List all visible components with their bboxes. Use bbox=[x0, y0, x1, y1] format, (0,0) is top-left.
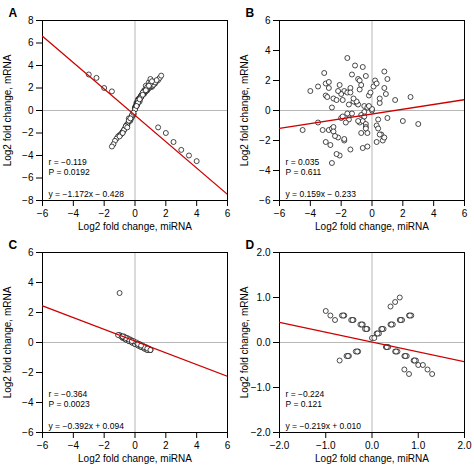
svg-text:−4: −4 bbox=[259, 165, 271, 176]
svg-text:6: 6 bbox=[265, 15, 271, 26]
svg-text:6: 6 bbox=[225, 440, 231, 451]
svg-text:6: 6 bbox=[28, 247, 34, 258]
svg-text:C: C bbox=[9, 238, 18, 252]
svg-text:Log2 fold change, mRNA: Log2 fold change, mRNA bbox=[2, 54, 13, 166]
svg-text:−6: −6 bbox=[259, 195, 271, 206]
svg-text:−6: −6 bbox=[22, 172, 34, 183]
svg-text:0: 0 bbox=[132, 440, 138, 451]
svg-text:8: 8 bbox=[28, 15, 34, 26]
svg-text:Log2 fold change, miRNA: Log2 fold change, miRNA bbox=[78, 453, 192, 464]
svg-text:−6: −6 bbox=[274, 208, 286, 219]
svg-text:Log2 fold change, mRNA: Log2 fold change, mRNA bbox=[239, 286, 250, 398]
svg-text:−8: −8 bbox=[22, 195, 34, 206]
svg-text:−6: −6 bbox=[37, 208, 49, 219]
svg-text:0: 0 bbox=[28, 337, 34, 348]
svg-text:2.0: 2.0 bbox=[458, 440, 472, 451]
svg-text:−2: −2 bbox=[259, 135, 271, 146]
svg-text:−2.0: −2.0 bbox=[270, 440, 290, 451]
svg-text:4: 4 bbox=[28, 277, 34, 288]
svg-text:r = −0.364P = 0.0023y = −0.392: r = −0.364P = 0.0023y = −0.392x + 0.094 bbox=[49, 389, 125, 431]
svg-text:−4: −4 bbox=[22, 397, 34, 408]
svg-text:−2: −2 bbox=[22, 367, 34, 378]
svg-text:2: 2 bbox=[400, 208, 406, 219]
svg-text:0: 0 bbox=[265, 105, 271, 116]
svg-text:−6: −6 bbox=[22, 427, 34, 438]
svg-text:4: 4 bbox=[194, 440, 200, 451]
svg-text:1.0: 1.0 bbox=[411, 440, 425, 451]
svg-text:−4: −4 bbox=[22, 150, 34, 161]
svg-text:2: 2 bbox=[163, 440, 169, 451]
svg-text:−4: −4 bbox=[68, 208, 80, 219]
svg-text:−2: −2 bbox=[22, 127, 34, 138]
svg-text:r = 0.035P = 0.611y = 0.159x −: r = 0.035P = 0.611y = 0.159x − 0.233 bbox=[286, 157, 357, 199]
svg-text:A: A bbox=[9, 6, 18, 20]
svg-text:Log2 fold change, miRNA: Log2 fold change, miRNA bbox=[78, 221, 192, 232]
svg-text:B: B bbox=[246, 6, 255, 20]
svg-text:2: 2 bbox=[28, 307, 34, 318]
svg-text:−4: −4 bbox=[68, 440, 80, 451]
svg-text:r = −0.224P = 0.121y = −0.219x: r = −0.224P = 0.121y = −0.219x + 0.010 bbox=[286, 389, 362, 431]
svg-text:4: 4 bbox=[194, 208, 200, 219]
svg-text:4: 4 bbox=[28, 60, 34, 71]
svg-text:0.0: 0.0 bbox=[257, 337, 271, 348]
svg-text:6: 6 bbox=[462, 208, 468, 219]
svg-text:Log2 fold change, mRNA: Log2 fold change, mRNA bbox=[2, 286, 13, 398]
svg-text:Log2 fold change, miRNA: Log2 fold change, miRNA bbox=[315, 221, 429, 232]
svg-text:6: 6 bbox=[28, 37, 34, 48]
svg-text:−1.0: −1.0 bbox=[316, 440, 336, 451]
svg-text:2: 2 bbox=[163, 208, 169, 219]
svg-text:−6: −6 bbox=[37, 440, 49, 451]
svg-text:D: D bbox=[246, 238, 255, 252]
svg-text:0: 0 bbox=[369, 208, 375, 219]
svg-text:2: 2 bbox=[265, 75, 271, 86]
svg-text:−4: −4 bbox=[305, 208, 317, 219]
svg-text:−1.0: −1.0 bbox=[251, 382, 271, 393]
svg-text:r = −0.119P = 0.0192y = −1.172: r = −0.119P = 0.0192y = −1.172x − 0.428 bbox=[49, 157, 125, 199]
svg-text:6: 6 bbox=[225, 208, 231, 219]
svg-text:2: 2 bbox=[28, 82, 34, 93]
svg-text:−2: −2 bbox=[98, 208, 110, 219]
svg-text:Log2 fold change, miRNA: Log2 fold change, miRNA bbox=[315, 453, 429, 464]
svg-text:−2: −2 bbox=[335, 208, 347, 219]
svg-text:4: 4 bbox=[431, 208, 437, 219]
svg-text:4: 4 bbox=[265, 45, 271, 56]
svg-text:0: 0 bbox=[28, 105, 34, 116]
svg-text:−2: −2 bbox=[98, 440, 110, 451]
svg-text:0.0: 0.0 bbox=[365, 440, 379, 451]
svg-text:2.0: 2.0 bbox=[257, 247, 271, 258]
svg-text:−2.0: −2.0 bbox=[251, 427, 271, 438]
svg-text:Log2 fold change, mRNA: Log2 fold change, mRNA bbox=[239, 54, 250, 166]
svg-text:0: 0 bbox=[132, 208, 138, 219]
svg-text:1.0: 1.0 bbox=[257, 292, 271, 303]
